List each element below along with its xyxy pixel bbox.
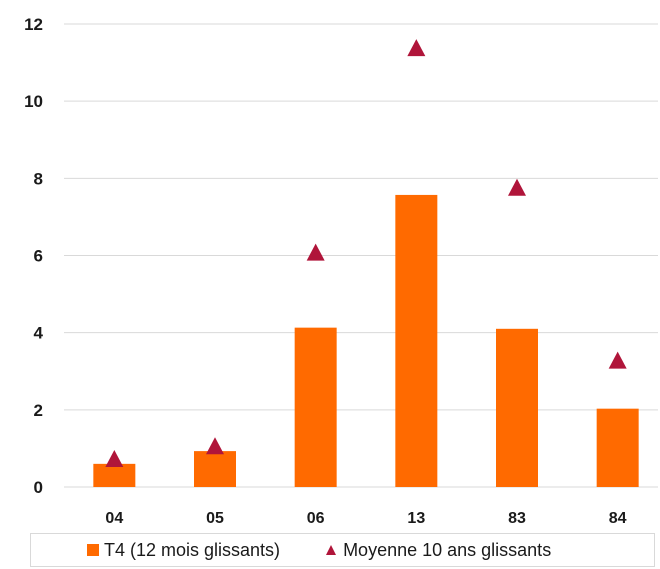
y-tick-label: 4 xyxy=(34,324,44,343)
y-tick-label: 6 xyxy=(34,247,43,266)
legend-item-bars: T4 (12 mois glissants) xyxy=(87,540,280,561)
triangle-marker xyxy=(508,178,526,196)
y-tick-label: 0 xyxy=(34,478,43,497)
legend-label-bars: T4 (12 mois glissants) xyxy=(104,539,281,560)
triangle-marker xyxy=(407,39,426,57)
x-tick-label: 13 xyxy=(407,510,425,527)
x-tick-label: 04 xyxy=(105,510,123,527)
triangle-marker xyxy=(608,351,627,369)
bar xyxy=(395,194,438,487)
bar xyxy=(93,463,136,487)
y-tick-label: 12 xyxy=(24,15,43,34)
bar xyxy=(194,451,236,487)
legend-item-triangles: Moyenne 10 ans glissants xyxy=(326,540,551,561)
legend-label-triangles: Moyenne 10 ans glissants xyxy=(343,539,552,560)
y-tick-label: 8 xyxy=(34,169,43,188)
triangle-marker xyxy=(206,437,224,455)
y-tick-label: 10 xyxy=(24,92,43,111)
legend: T4 (12 mois glissants) Moyenne 10 ans gl… xyxy=(30,533,655,567)
x-tick-label: 84 xyxy=(609,510,627,527)
legend-bar-swatch xyxy=(87,544,99,556)
x-tick-label: 05 xyxy=(206,510,224,527)
triangle-marker xyxy=(306,243,325,261)
x-tick-label: 83 xyxy=(508,510,526,527)
legend-triangle-icon xyxy=(326,545,337,555)
bar xyxy=(596,408,639,487)
chart-plot: 0 2 4 6 8 10 12 04 05 06 13 83 84 xyxy=(24,15,658,527)
bar xyxy=(294,327,337,487)
bar xyxy=(496,328,538,487)
x-tick-label: 06 xyxy=(307,510,325,527)
y-tick-label: 2 xyxy=(34,401,43,420)
triangle-marker xyxy=(105,449,124,467)
